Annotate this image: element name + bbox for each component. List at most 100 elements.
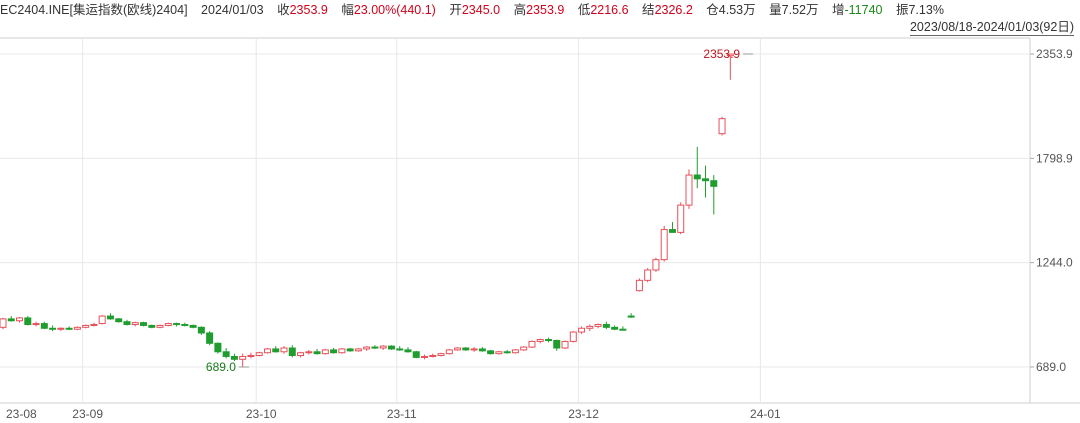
open-value: 2345.0 xyxy=(461,3,501,17)
candle-body xyxy=(272,348,280,353)
candle-body xyxy=(181,324,189,327)
low-value: 2216.6 xyxy=(590,3,629,17)
candle-body xyxy=(578,327,586,333)
candle-body xyxy=(561,340,569,349)
candle-body xyxy=(0,318,7,328)
date-range-selector[interactable]: 2023/08/18-2024/01/03(92日) xyxy=(909,20,1074,36)
candle-body xyxy=(710,180,718,187)
close-value: 2353.9 xyxy=(289,3,328,17)
candle-body xyxy=(330,349,338,354)
candle-body xyxy=(280,347,288,353)
candle-body xyxy=(32,323,40,326)
candle-body xyxy=(255,352,263,357)
x-tick-label: 23-12 xyxy=(568,407,599,421)
candle-body xyxy=(611,326,619,330)
candle-body xyxy=(569,331,577,342)
candle-body xyxy=(140,322,148,326)
candle-body xyxy=(478,348,486,352)
volume-value: 7.52万 xyxy=(781,3,819,17)
candle-body xyxy=(338,348,346,354)
candle-body xyxy=(470,348,478,351)
candle-body xyxy=(305,351,313,354)
candle-body xyxy=(495,351,503,355)
candle-body xyxy=(156,324,164,328)
x-tick-label: 23-11 xyxy=(387,407,417,421)
quote-date: 2024/01/03 xyxy=(201,3,264,17)
candle-body xyxy=(49,327,57,330)
candle-body xyxy=(131,322,139,326)
settle-value: 2326.2 xyxy=(654,3,693,17)
candle-body xyxy=(24,317,32,326)
volume-field: 量7.52万 xyxy=(769,3,819,17)
candle-body xyxy=(644,269,652,281)
candle-body xyxy=(412,351,420,358)
candle-body xyxy=(619,328,627,331)
candle-body xyxy=(363,346,371,350)
open-field: 开2345.0 xyxy=(449,3,501,17)
candle-body xyxy=(288,347,296,357)
candle-body xyxy=(602,324,610,328)
candle-body xyxy=(16,317,24,322)
candle-body xyxy=(371,346,379,349)
candle-body xyxy=(73,326,81,330)
x-tick-label: 23-08 xyxy=(6,407,37,421)
symbol-name: EC2404.INE[集运指数(欧线)2404] xyxy=(0,3,188,17)
candle-body xyxy=(206,332,214,344)
candle-body xyxy=(214,342,222,353)
candle-body xyxy=(98,315,106,325)
candle-body xyxy=(594,324,602,327)
candle-body xyxy=(544,339,552,342)
x-tick-label: 23-09 xyxy=(72,407,103,421)
candle-body xyxy=(321,349,329,355)
candle-body xyxy=(726,53,734,57)
candle-body xyxy=(82,324,90,328)
candle-body xyxy=(7,318,15,322)
candle-body xyxy=(346,348,354,352)
candle-body xyxy=(57,327,65,330)
candle-body xyxy=(173,323,181,326)
candle-body xyxy=(164,323,172,326)
candle-body xyxy=(90,324,98,327)
candle-body xyxy=(230,355,238,360)
candle-body xyxy=(247,355,255,358)
extreme-value-label: 689.0 xyxy=(206,360,236,374)
high-field: 高2353.9 xyxy=(513,3,565,17)
candle-body xyxy=(652,259,660,271)
candle-body xyxy=(297,352,305,357)
candle-body xyxy=(553,339,561,349)
y-tick-label: 1798.9 xyxy=(1036,151,1073,165)
settle-field: 结2326.2 xyxy=(642,3,693,17)
candle-body xyxy=(263,348,271,354)
y-tick-label: 689.0 xyxy=(1036,360,1066,374)
candle-body xyxy=(437,353,445,357)
candle-body xyxy=(379,345,387,349)
candle-body xyxy=(189,324,197,328)
y-tick-label: 2353.9 xyxy=(1036,47,1073,61)
candle-body xyxy=(462,347,470,351)
candle-body xyxy=(445,349,453,355)
amplitude-value: 7.13% xyxy=(908,3,944,17)
low-field: 低2216.6 xyxy=(577,3,629,17)
candle-body xyxy=(197,326,205,334)
candle-body xyxy=(487,350,495,355)
candle-body xyxy=(677,204,685,233)
extreme-value-label: 2353.9 xyxy=(703,47,740,61)
candle-body xyxy=(511,349,519,354)
quote-header: EC2404.INE[集运指数(欧线)2404] 2024/01/03 收235… xyxy=(0,0,1080,20)
candle-body xyxy=(520,346,528,351)
candle-body xyxy=(454,347,462,351)
change-field: 幅23.00%(440.1) xyxy=(341,3,436,17)
open-interest-field: 仓4.53万 xyxy=(706,3,756,17)
candle-body xyxy=(668,229,676,233)
candle-body xyxy=(313,351,321,355)
candle-body xyxy=(586,325,594,329)
candle-body xyxy=(702,178,710,182)
candle-body xyxy=(421,355,429,358)
candle-body xyxy=(503,351,511,354)
candle-body xyxy=(536,339,544,342)
candle-body xyxy=(396,348,404,351)
candle-body xyxy=(354,348,362,352)
candle-body xyxy=(404,349,412,353)
candle-body xyxy=(685,174,693,206)
